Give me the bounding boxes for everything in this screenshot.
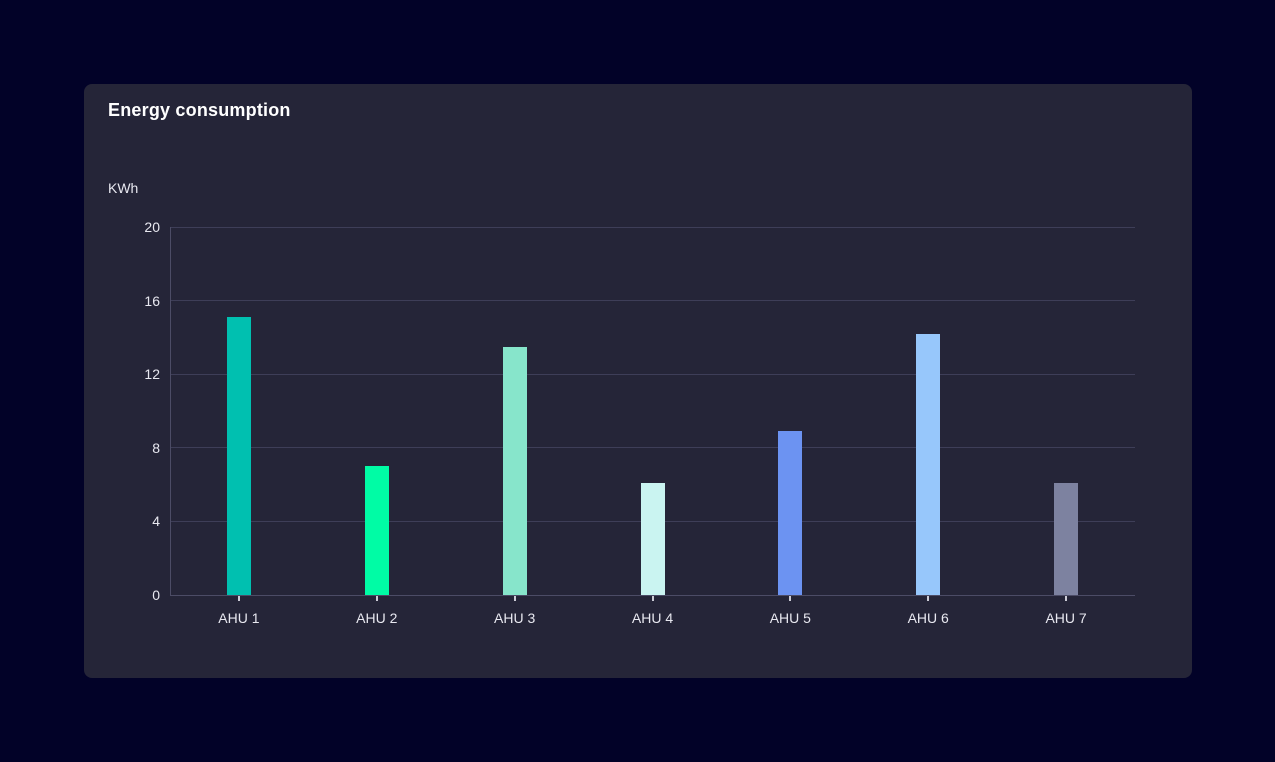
y-axis-tick-label: 8 — [152, 439, 160, 456]
x-axis-label-ahu-2: AHU 2 — [356, 610, 398, 626]
x-axis-label-ahu-4: AHU 4 — [631, 610, 674, 626]
bar-ahu-2[interactable] — [364, 466, 389, 595]
y-axis-tick-label: 0 — [152, 587, 160, 603]
y-axis-tick-label: 12 — [144, 366, 160, 383]
y-axis-line — [170, 227, 171, 595]
x-axis-tick — [513, 596, 516, 601]
x-axis-label-ahu-1: AHU 1 — [218, 610, 260, 626]
x-axis-tick — [1065, 596, 1068, 601]
gridline — [170, 373, 1135, 375]
y-axis-tick-label: 20 — [144, 219, 160, 235]
x-axis-label-ahu-3: AHU 3 — [494, 610, 536, 626]
y-axis-unit-label: KWh — [108, 180, 139, 196]
x-axis-tick — [651, 596, 654, 601]
chart-title: Energy consumption — [108, 100, 291, 120]
x-axis-label-ahu-5: AHU 5 — [769, 610, 811, 626]
bar-ahu-3[interactable] — [502, 346, 527, 595]
x-axis-line — [170, 594, 1135, 596]
bar-ahu-1[interactable] — [226, 317, 251, 595]
gridline — [170, 226, 1135, 228]
gridline — [170, 300, 1135, 302]
y-axis-tick-label: 4 — [152, 513, 160, 530]
bar-ahu-6[interactable] — [916, 333, 941, 595]
x-axis-tick — [927, 596, 930, 601]
x-axis-tick — [375, 596, 378, 601]
plot-area: 0 4 8 12 16 20 AHU 1 AHU 2 AHU 3 AHU 4 AHU 5 AHU 6 A… — [144, 219, 1135, 626]
energy-consumption-card: Energy consumption KWh 0 4 8 12 16 20 AHU 1 AHU… — [84, 84, 1192, 678]
y-axis-tick-label: 16 — [144, 292, 160, 309]
bar-ahu-7[interactable] — [1054, 482, 1079, 595]
x-axis-tick — [237, 596, 240, 601]
bar-ahu-5[interactable] — [778, 431, 803, 595]
gridline — [170, 447, 1135, 449]
x-axis-tick — [789, 596, 792, 601]
x-axis-label-ahu-7: AHU 7 — [1045, 610, 1087, 626]
bar-ahu-4[interactable] — [640, 482, 665, 595]
x-axis-label-ahu-6: AHU 6 — [907, 610, 949, 626]
